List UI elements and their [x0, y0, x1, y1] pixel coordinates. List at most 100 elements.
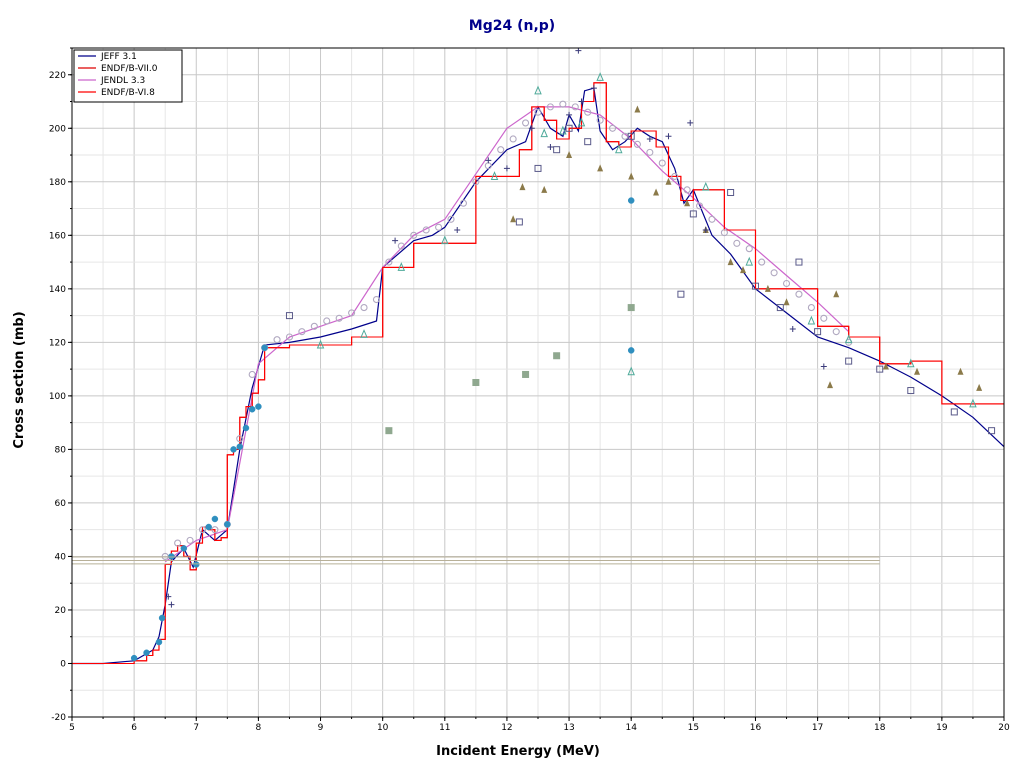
data-point-circle-open — [285, 333, 294, 341]
x-tick-label: 13 — [563, 723, 574, 733]
data-point-triangle-filled — [541, 185, 548, 193]
data-point-cross — [392, 237, 399, 244]
data-point-cross — [687, 119, 694, 126]
data-point-cross — [590, 85, 597, 92]
data-point-circle-open — [310, 322, 318, 330]
data-point-triangle-open — [577, 117, 586, 127]
data-point-triangle-filled — [783, 298, 790, 306]
y-tick-label: 40 — [55, 552, 67, 562]
data-point-circle-open — [584, 108, 592, 116]
data-point-circle-open — [497, 146, 505, 154]
data-point-square-open — [950, 408, 958, 416]
data-point-square-open — [553, 146, 561, 154]
data-point-circle-open — [509, 135, 517, 143]
data-point-circle-filled — [255, 403, 262, 410]
series-step-line — [72, 82, 1004, 665]
data-point-circle-open — [546, 103, 554, 111]
data-point-circle-open — [360, 304, 368, 312]
data-point-circle-open — [198, 526, 207, 534]
grid — [71, 47, 1005, 718]
data-point-triangle-open — [702, 181, 710, 191]
x-tick-label: 12 — [501, 723, 512, 733]
data-point-cross — [578, 98, 585, 105]
data-point-cross — [646, 135, 653, 142]
data-point-cross — [665, 133, 672, 140]
data-point-triangle-filled — [597, 164, 604, 172]
data-point-cross — [702, 226, 709, 233]
data-point-circle-open — [236, 435, 244, 443]
data-point-circle-open — [447, 215, 455, 223]
data-point-square-open — [627, 132, 635, 140]
y-tick-label: 120 — [49, 338, 66, 348]
data-point-cross — [566, 111, 573, 118]
data-point-triangle-filled — [976, 383, 983, 391]
data-point-square-open — [751, 282, 759, 290]
x-tick-label: 8 — [256, 723, 262, 733]
data-point-triangle-filled — [653, 188, 660, 196]
y-tick-label: 180 — [49, 178, 66, 188]
data-point-triangle-open — [397, 262, 406, 271]
y-tick-label: 220 — [49, 71, 66, 81]
data-point-cross — [454, 226, 461, 233]
data-point-circle-open — [174, 539, 182, 547]
data-point-circle-open — [348, 309, 356, 317]
data-point-cross — [820, 363, 827, 370]
data-point-circle-filled — [248, 406, 256, 413]
data-point-circle-open — [646, 148, 654, 156]
data-point-circle-filled — [155, 638, 163, 646]
data-point-square-open — [776, 304, 784, 312]
data-point-triangle-open — [807, 315, 816, 325]
data-point-circle-open — [782, 279, 791, 288]
data-point-triangle-open — [596, 72, 604, 81]
data-point-circle-filled — [261, 344, 268, 351]
data-point-circle-filled — [193, 561, 200, 568]
data-point-square-open — [814, 328, 822, 336]
data-point-square-open — [988, 427, 996, 435]
data-point-circle-open — [720, 229, 728, 237]
data-point-circle-open — [596, 116, 604, 124]
data-point-circle-open — [435, 223, 443, 231]
data-point-circle-filled — [224, 521, 231, 528]
y-tick-label: 100 — [49, 392, 66, 402]
data-point-circle-open — [758, 258, 766, 266]
data-point-square-open — [677, 290, 685, 298]
y-tick-label: 200 — [49, 124, 66, 134]
data-point-circle-open — [422, 226, 430, 234]
data-point-circle-filled — [627, 347, 635, 354]
data-point-square-open — [565, 124, 573, 132]
data-point-square-filled — [522, 370, 530, 378]
data-point-square-open — [689, 210, 697, 218]
data-point-triangle-open — [745, 256, 754, 266]
data-point-triangle-filled — [519, 183, 526, 191]
data-point-square-filled — [553, 352, 561, 360]
data-point-triangle-open — [441, 235, 449, 245]
data-point-circle-open — [807, 304, 815, 312]
y-tick-label: 80 — [55, 445, 67, 455]
data-point-triangle-open — [490, 171, 499, 180]
legend-entry: ENDF/B-VII.0 — [101, 64, 158, 74]
data-point-square-open — [584, 138, 592, 146]
data-point-circle-filled — [168, 553, 175, 560]
data-point-circle-open — [298, 328, 306, 336]
data-point-circle-filled — [627, 197, 635, 204]
x-axis-label: Incident Energy (MeV) — [436, 744, 600, 759]
data-point-triangle-filled — [914, 367, 921, 375]
data-point-triangle-open — [540, 128, 548, 138]
data-point-circle-open — [745, 245, 753, 253]
data-point-triangle-open — [360, 329, 368, 338]
data-point-circle-open — [832, 328, 840, 336]
series-layer — [72, 48, 1004, 665]
data-point-triangle-filled — [833, 290, 840, 298]
data-point-circle-open — [323, 317, 331, 325]
x-tick-label: 7 — [193, 723, 199, 733]
data-point-circle-open — [273, 336, 281, 344]
x-tick-label: 9 — [318, 723, 324, 733]
data-point-cross — [168, 601, 175, 608]
x-tick-label: 15 — [688, 723, 699, 733]
data-point-circle-filled — [158, 614, 166, 622]
data-point-cross — [528, 125, 535, 132]
data-point-square-filled — [472, 379, 480, 386]
x-tick-label: 20 — [998, 723, 1010, 733]
data-point-circle-filled — [236, 443, 244, 450]
